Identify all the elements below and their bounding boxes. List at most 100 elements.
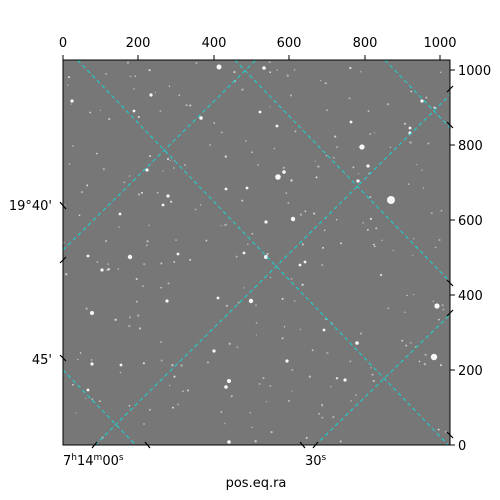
ra-tick	[312, 441, 319, 449]
star	[421, 169, 423, 171]
star	[224, 155, 227, 158]
star	[264, 255, 268, 259]
star	[437, 318, 440, 321]
star	[392, 249, 395, 252]
star	[89, 111, 92, 114]
star	[235, 255, 238, 258]
star	[251, 151, 253, 153]
star	[407, 183, 410, 186]
star	[281, 337, 284, 340]
star	[86, 254, 90, 258]
star	[168, 85, 171, 87]
star	[313, 212, 316, 215]
star	[290, 179, 293, 182]
dec-tick	[59, 201, 67, 210]
star	[273, 147, 275, 150]
star	[308, 375, 312, 378]
star	[212, 349, 216, 353]
star	[414, 346, 416, 348]
star	[118, 212, 122, 216]
star	[369, 133, 372, 135]
top-tick-label: 200	[126, 36, 151, 51]
star	[79, 352, 82, 354]
star	[352, 166, 355, 169]
star	[224, 187, 228, 191]
star	[301, 283, 304, 286]
star	[430, 212, 433, 215]
star	[326, 351, 329, 355]
dec-tick	[446, 85, 454, 93]
star	[291, 368, 294, 371]
star	[171, 364, 174, 367]
right-tick-label: 0	[458, 439, 466, 454]
star	[339, 440, 342, 443]
star	[432, 300, 435, 302]
star	[208, 143, 212, 146]
star	[372, 380, 375, 382]
star	[298, 263, 302, 267]
star	[291, 390, 293, 392]
right-tick-label: 600	[458, 214, 483, 229]
right-tick-label: 400	[458, 289, 483, 304]
star	[299, 213, 303, 216]
star	[172, 167, 175, 169]
ra-tick	[91, 441, 98, 449]
right-tick-label: 800	[458, 139, 483, 154]
star	[80, 191, 83, 194]
star	[430, 353, 438, 361]
star	[370, 367, 372, 369]
star	[135, 278, 138, 281]
star	[213, 122, 216, 124]
star	[64, 204, 67, 206]
star	[262, 66, 266, 70]
star	[166, 157, 170, 161]
star	[247, 243, 249, 245]
star	[159, 110, 162, 113]
star	[262, 376, 265, 380]
star	[67, 84, 69, 86]
star	[315, 176, 318, 179]
star	[194, 208, 197, 211]
star	[175, 239, 177, 241]
star	[437, 428, 440, 431]
star	[114, 318, 117, 321]
star	[146, 244, 148, 247]
star	[339, 242, 343, 245]
star	[362, 222, 364, 224]
star	[367, 110, 370, 113]
star	[299, 328, 301, 330]
star	[251, 232, 254, 235]
star	[282, 166, 285, 169]
star	[127, 254, 133, 260]
star	[77, 358, 79, 361]
star	[332, 157, 335, 159]
star	[386, 103, 390, 106]
star	[241, 88, 244, 91]
dec-tick	[59, 256, 67, 264]
star	[107, 263, 109, 265]
star	[434, 246, 437, 249]
star	[184, 164, 186, 166]
star	[441, 304, 444, 307]
star	[413, 294, 415, 296]
star	[304, 210, 307, 213]
star	[126, 61, 130, 64]
star	[255, 304, 257, 307]
star	[255, 334, 257, 336]
star	[123, 181, 126, 184]
star	[102, 168, 105, 171]
star	[180, 364, 183, 367]
star	[288, 400, 290, 402]
star	[283, 326, 286, 328]
star	[68, 163, 71, 165]
star	[205, 239, 208, 242]
star	[70, 99, 74, 103]
star	[372, 243, 375, 246]
star	[334, 135, 337, 138]
star	[85, 397, 87, 400]
grid-line-ra-3	[234, 60, 450, 283]
star	[408, 126, 412, 130]
dec-tick-label: 19°40'	[9, 199, 52, 214]
star	[178, 94, 181, 96]
star	[255, 321, 258, 324]
